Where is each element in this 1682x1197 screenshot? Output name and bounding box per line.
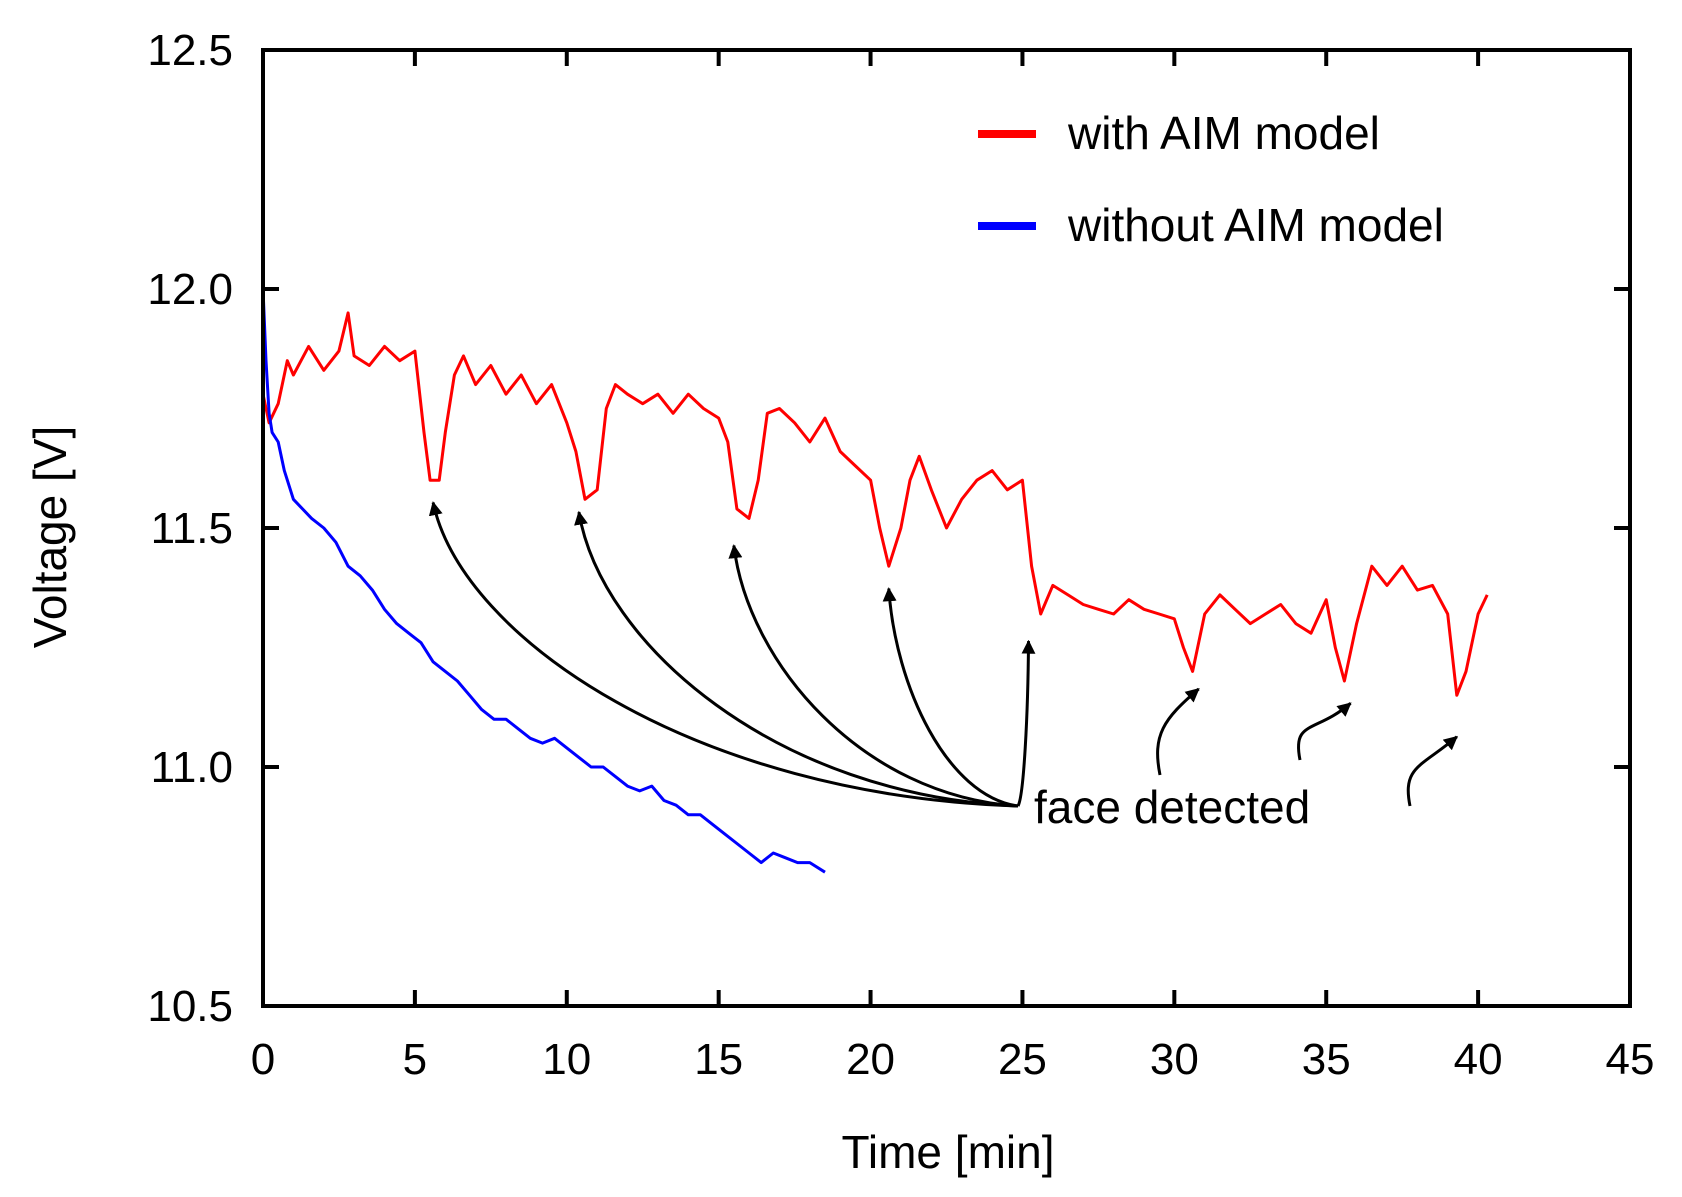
y-axis-title: Voltage [V] xyxy=(24,426,76,649)
legend: with AIM model without AIM model xyxy=(978,107,1444,251)
y-tick-label: 12.0 xyxy=(147,265,233,314)
x-tick-label: 30 xyxy=(1150,1035,1199,1084)
x-axis-title: Time [min] xyxy=(842,1126,1055,1178)
annotation-arrow xyxy=(882,587,1019,808)
series-line-with-aim xyxy=(261,311,1489,697)
x-tick-label: 35 xyxy=(1302,1035,1351,1084)
y-tick-label: 12.5 xyxy=(147,26,233,75)
x-tick-label: 0 xyxy=(251,1035,275,1084)
annotation-arrow xyxy=(574,510,1019,808)
x-tick-label: 20 xyxy=(846,1035,895,1084)
x-tick-label: 25 xyxy=(998,1035,1047,1084)
annotation-arrow xyxy=(428,501,1019,808)
annotation-arrow xyxy=(1016,639,1036,807)
x-tick-label: 10 xyxy=(542,1035,591,1084)
x-tick-label: 15 xyxy=(694,1035,743,1084)
y-tick-label: 11.0 xyxy=(151,743,233,792)
x-tick-label: 5 xyxy=(403,1035,427,1084)
y-tick-label: 11.5 xyxy=(151,504,233,553)
series-line-without-aim xyxy=(261,288,826,874)
annotation-arrow xyxy=(1156,687,1200,776)
series-layer xyxy=(261,288,1489,874)
annotation-arrow xyxy=(1406,735,1458,807)
x-tick-label: 45 xyxy=(1606,1035,1655,1084)
annotation-arrow xyxy=(728,544,1019,808)
annotation-arrow xyxy=(1297,702,1352,761)
legend-label-with-aim: with AIM model xyxy=(1067,107,1380,159)
y-tick-label: 10.5 xyxy=(147,982,233,1031)
annotation-layer xyxy=(428,501,1458,808)
x-tick-label: 40 xyxy=(1454,1035,1503,1084)
axes-layer: 0 5 10 15 20 25 30 35 40 45 10.5 11.0 11.5 12.0 12.5 xyxy=(147,26,1654,1084)
annotation-label: face detected xyxy=(1034,781,1310,833)
legend-label-without-aim: without AIM model xyxy=(1067,199,1444,251)
